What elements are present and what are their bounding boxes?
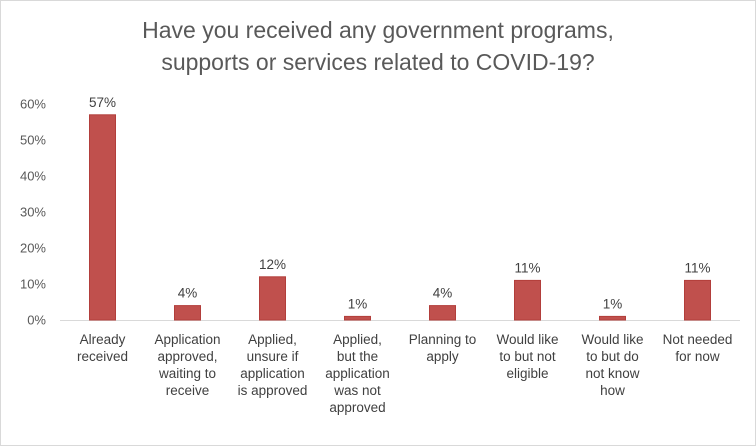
category-label-line: Already: [80, 332, 126, 347]
data-label: 57%: [89, 95, 116, 110]
category-label: Would like to but do not know how: [581, 332, 643, 398]
category-label-line: application: [325, 366, 390, 381]
category-label-line: waiting to: [158, 366, 216, 381]
category-label-line: how: [600, 383, 625, 398]
category-label-line: unsure if: [247, 349, 299, 364]
y-tick-label: 40%: [20, 169, 46, 184]
bar: [599, 315, 626, 321]
category-label-line: received: [77, 349, 128, 364]
category-label-line: but the: [337, 349, 378, 364]
category-label-line: Applied,: [248, 332, 297, 347]
category-label-line: approved,: [157, 349, 217, 364]
y-tick-label: 60%: [20, 97, 46, 112]
y-tick-label: 20%: [20, 241, 46, 256]
category-label-line: Planning to: [409, 332, 477, 347]
bar: [429, 305, 456, 321]
category-label-line: is approved: [238, 383, 308, 398]
bar: [344, 315, 371, 321]
bar: [174, 305, 201, 321]
category-label-line: Would like: [496, 332, 558, 347]
category-label-line: apply: [426, 349, 459, 364]
y-tick-label: 50%: [20, 133, 46, 148]
category-label-line: Not needed: [663, 332, 733, 347]
y-tick-label: 30%: [20, 205, 46, 220]
chart-title: Have you received any government program…: [0, 14, 756, 78]
category-label: Would like to but not eligible: [496, 332, 558, 381]
category-label: Application approved, waiting to receive: [154, 332, 220, 398]
category-label-line: not know: [585, 366, 639, 381]
y-tick-label: 0%: [27, 313, 46, 328]
category-label-line: application: [240, 366, 305, 381]
data-label: 11%: [514, 260, 540, 275]
data-label: 1%: [603, 296, 623, 311]
bar: [89, 114, 116, 321]
category-label: Applied, but the application was not approve…: [325, 332, 390, 415]
data-label: 1%: [348, 296, 368, 311]
category-label-line: eligible: [506, 366, 548, 381]
data-label: 12%: [259, 257, 286, 272]
category-label-line: Would like: [581, 332, 643, 347]
category-label-line: was not: [333, 383, 381, 398]
category-label: Planning to apply: [409, 332, 477, 364]
category-label: Not needed for now: [663, 332, 733, 364]
category-label-line: to but do: [586, 349, 639, 364]
y-tick-label: 10%: [20, 277, 46, 292]
chart-title-line-2: supports or services related to COVID-19…: [161, 49, 595, 75]
bar: [514, 279, 541, 321]
category-label-line: Application: [154, 332, 220, 347]
data-label: 11%: [684, 260, 710, 275]
category-label-line: receive: [166, 383, 210, 398]
category-label-line: approved: [329, 400, 385, 415]
data-label: 4%: [433, 286, 453, 301]
category-label-line: for now: [675, 349, 720, 364]
bar: [684, 279, 711, 321]
category-label: Already received: [77, 332, 128, 364]
data-label: 4%: [178, 286, 198, 301]
category-label-line: to but not: [499, 349, 556, 364]
chart-title-line-1: Have you received any government program…: [142, 17, 614, 43]
bar: [259, 276, 286, 321]
category-label: Applied, unsure if application is approved: [238, 332, 308, 398]
category-label-line: Applied,: [333, 332, 382, 347]
